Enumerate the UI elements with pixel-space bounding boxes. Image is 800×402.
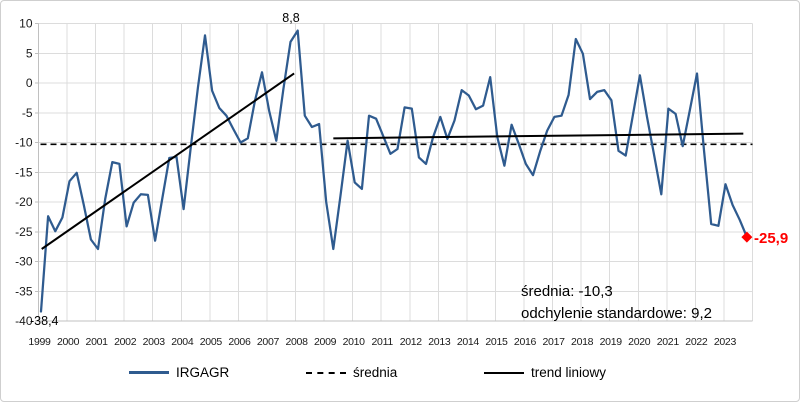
legend-swatch-mean-dashed-line (306, 371, 346, 374)
y-axis-tick-label: 5 (26, 46, 33, 60)
annotation-start-value: -38,4 (30, 314, 59, 328)
x-axis-tick-label: 2020 (628, 336, 651, 348)
annotation-peak-value: 8,8 (282, 11, 300, 25)
x-axis-tick-label: 2009 (314, 336, 337, 348)
legend-item-trend: trend liniowy (484, 364, 606, 381)
y-axis-tick-label: -35 (15, 284, 33, 298)
x-axis-tick-label: 2008 (285, 336, 308, 348)
x-axis-tick-label: 2005 (200, 336, 223, 348)
x-axis-tick-label: 2006 (228, 336, 251, 348)
x-axis-tick-label: 2014 (457, 336, 480, 348)
y-axis-tick-label: -15 (15, 165, 33, 179)
y-axis-tick-label: -20 (15, 195, 33, 209)
legend-item-mean: średnia (306, 364, 397, 381)
trend-line-2 (333, 132, 744, 140)
legend-label-irgagr: IRGAGR (176, 365, 230, 380)
x-axis-tick-label: 2000 (57, 336, 80, 348)
x-axis-tick-label: 1999 (28, 336, 51, 348)
x-axis-tick-label: 2022 (685, 336, 708, 348)
x-axis-tick-label: 2011 (372, 336, 394, 348)
x-axis-tick-label: 2021 (657, 336, 680, 348)
x-axis-tick-label: 2023 (714, 336, 737, 348)
y-axis-tick-label: 0 (26, 76, 33, 90)
x-axis-tick-label: 2019 (600, 336, 623, 348)
x-axis-tick-label: 2017 (542, 336, 565, 348)
end-point-diamond-marker (741, 231, 753, 243)
stats-box: średnia: -10,3 odchylenie standardowe: 9… (521, 281, 712, 325)
legend-label-mean: średnia (353, 365, 398, 380)
x-axis-tick-label: 2002 (114, 336, 137, 348)
legend-swatch-trend-line (484, 371, 524, 374)
y-axis-tick-label: -30 (15, 255, 33, 269)
irgagr-series-line (39, 29, 749, 313)
y-axis-tick-label: 10 (19, 17, 33, 31)
stats-mean: średnia: -10,3 (521, 283, 613, 300)
x-axis-tick-label: 2013 (428, 336, 451, 348)
x-axis-tick-label: 2007 (257, 336, 280, 348)
y-axis-tick-label: -10 (15, 136, 33, 150)
y-axis-tick-label: -5 (22, 106, 33, 120)
legend-label-trend: trend liniowy (531, 365, 607, 380)
legend-swatch-irgagr-line (129, 371, 169, 374)
trend-line-1 (41, 72, 295, 250)
x-axis-tick-label: 2018 (571, 336, 594, 348)
x-axis-tick-label: 2016 (514, 336, 537, 348)
stats-stddev: odchylenie standardowe: 9,2 (521, 305, 712, 322)
x-axis-tick-label: 2012 (400, 336, 423, 348)
x-axis-tick-label: 2015 (485, 336, 508, 348)
y-axis-tick-label: -40 (15, 314, 33, 328)
x-axis-tick-label: 2004 (171, 336, 194, 348)
x-axis-tick-label: 2010 (343, 336, 366, 348)
y-axis-tick-label: -25 (15, 225, 33, 239)
annotation-end-value: -25,9 (754, 230, 789, 247)
x-axis-tick-label: 2003 (143, 336, 166, 348)
legend-item-irgagr: IRGAGR (129, 364, 229, 381)
x-axis-tick-label: 2001 (86, 336, 109, 348)
